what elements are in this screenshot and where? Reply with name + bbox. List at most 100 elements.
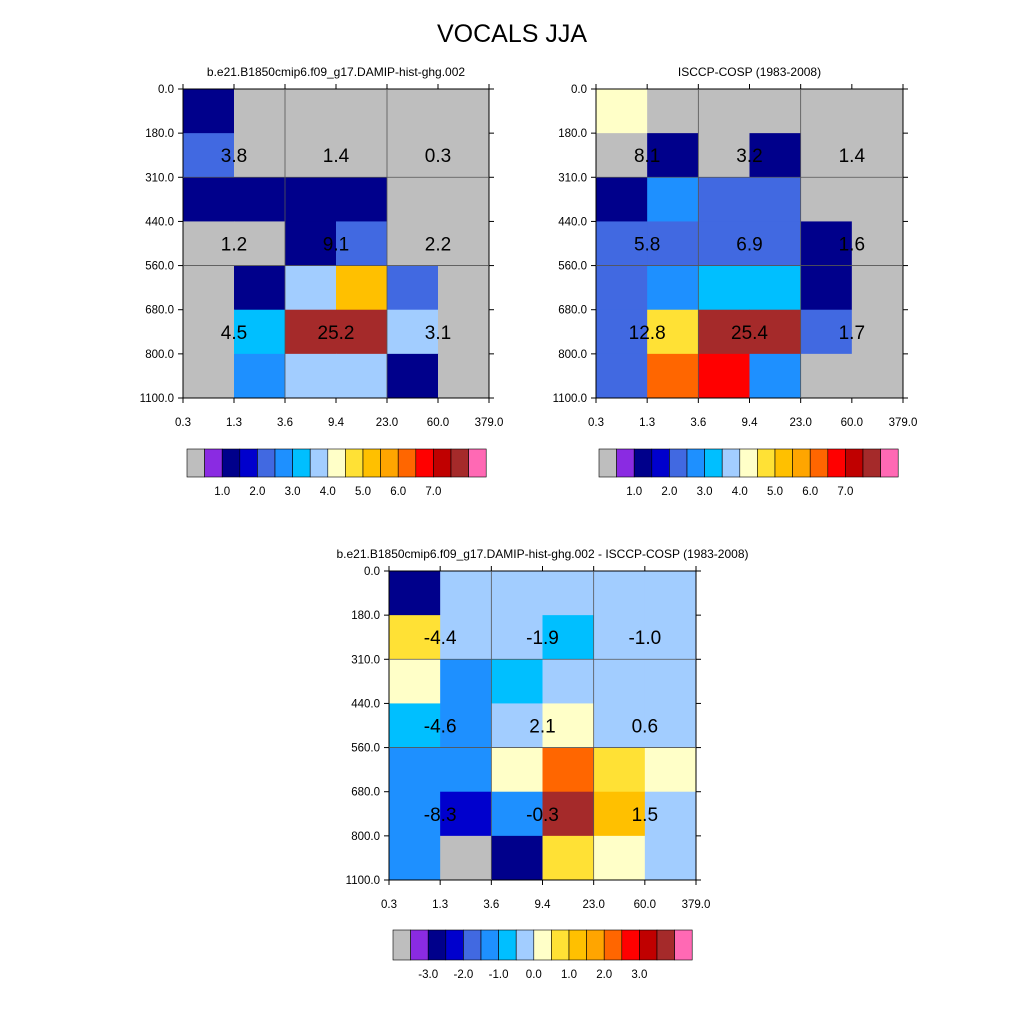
heatmap-cell	[644, 615, 697, 660]
heatmap-cell	[389, 747, 441, 793]
colorbar-swatch	[415, 448, 434, 478]
box-value-label: 9.1	[323, 235, 349, 256]
heatmap-cell	[593, 615, 646, 660]
heatmap-cell	[234, 353, 286, 399]
colorbar-swatch	[633, 448, 653, 478]
y-tick-label: 440.0	[351, 698, 380, 710]
heatmap-cell	[749, 221, 802, 267]
colorbar-swatch	[586, 929, 605, 961]
colorbar-tick-label: -2.0	[453, 969, 473, 981]
y-tick-label: 0.0	[364, 566, 380, 578]
heatmap-cell	[438, 353, 490, 399]
box-value-label: -8.3	[424, 805, 457, 826]
colorbar-tick-label: 6.0	[390, 486, 406, 498]
heatmap-cell	[647, 265, 699, 311]
colorbar-tick-label: 4.0	[320, 486, 336, 498]
x-tick-label: 379.0	[682, 899, 711, 911]
heatmap-cell	[491, 791, 543, 837]
heatmap-cell	[491, 703, 543, 749]
box-value-label: 2.2	[425, 235, 451, 256]
heatmap-cell	[644, 747, 697, 793]
heatmap-cell	[440, 747, 492, 793]
y-tick-label: 440.0	[558, 216, 587, 228]
heatmap-cell	[851, 265, 904, 311]
heatmap-cell	[438, 177, 490, 222]
x-tick-label: 379.0	[889, 417, 918, 429]
heatmap-cell	[698, 177, 750, 222]
colorbar-swatch	[845, 448, 864, 478]
heatmap-cell	[440, 659, 492, 704]
y-tick-label: 680.0	[558, 305, 587, 317]
colorbar-tick-label: 4.0	[732, 486, 748, 498]
heatmap-cell	[336, 89, 388, 134]
heatmap-cell	[285, 89, 337, 134]
colorbar-swatch	[827, 448, 846, 478]
heatmap-cell	[542, 791, 595, 837]
heatmap-cell	[542, 747, 595, 793]
colorbar-swatch	[880, 448, 899, 478]
colorbar-swatch	[809, 448, 829, 478]
heatmap-cell	[440, 703, 492, 749]
colorbar-swatch	[862, 448, 881, 478]
x-tick-label: 3.6	[483, 899, 499, 911]
y-tick-label: 310.0	[351, 654, 380, 666]
colorbar-tick-label: 2.0	[661, 486, 677, 498]
heatmap-cell	[542, 571, 595, 616]
heatmap-cell	[542, 615, 595, 660]
heatmap-cell	[491, 835, 543, 881]
colorbar-swatch	[274, 448, 293, 478]
colorbar-tick-label: 3.0	[631, 969, 647, 981]
colorbar-tick-label: 6.0	[802, 486, 818, 498]
colorbar-swatch	[792, 448, 811, 478]
heatmap-cell	[285, 221, 337, 267]
colorbar-swatch	[598, 448, 617, 478]
y-tick-label: 680.0	[351, 787, 380, 799]
heatmap-cell	[698, 133, 750, 178]
colorbar-tick-label: 5.0	[767, 486, 783, 498]
heatmap-cell	[800, 89, 853, 134]
heatmap-cell	[336, 177, 388, 222]
heatmap-cell	[851, 309, 904, 355]
y-tick-label: 0.0	[571, 84, 587, 96]
heatmap-cell	[698, 221, 750, 267]
x-tick-label: 23.0	[582, 899, 604, 911]
colorbar-tick-label: 0.0	[526, 969, 542, 981]
heatmap-cell	[800, 309, 853, 355]
colorbar-swatch	[380, 448, 399, 478]
heatmap-cell	[749, 133, 802, 178]
colorbar-swatch	[533, 929, 552, 961]
box-value-label: 1.5	[632, 805, 658, 826]
box-value-label: -0.3	[526, 805, 559, 826]
heatmap-cell	[542, 659, 595, 704]
heatmap-cell	[387, 89, 439, 134]
box-value-label: 25.2	[318, 323, 355, 344]
heatmap-cell	[698, 265, 750, 311]
box-value-label: 1.6	[839, 235, 865, 256]
colorbar-swatch	[674, 929, 693, 961]
box-value-label: 8.1	[634, 146, 660, 167]
heatmap-cell	[438, 265, 490, 311]
box-value-label: 3.8	[221, 146, 247, 167]
colorbar-swatch	[704, 448, 723, 478]
heatmap-cell	[596, 89, 648, 134]
colorbar-swatch	[327, 448, 346, 478]
heatmap-cell	[698, 89, 750, 134]
heatmap-cell	[389, 791, 441, 837]
heatmap-cell	[851, 177, 904, 222]
heatmap-cell	[851, 133, 904, 178]
x-tick-label: 379.0	[475, 417, 504, 429]
heatmap-cell	[749, 265, 802, 311]
heatmap-cell	[647, 133, 699, 178]
heatmap-cell	[183, 89, 235, 134]
box-value-label: -4.6	[424, 717, 457, 738]
heatmap-cell	[644, 835, 697, 881]
colorbar-swatch	[721, 448, 741, 478]
box-value-label: 4.5	[221, 323, 247, 344]
colorbar-swatch	[551, 929, 570, 961]
colorbar-swatch	[427, 929, 447, 961]
colorbar-swatch	[739, 448, 758, 478]
heatmap-cell	[800, 177, 853, 222]
panel-title: b.e21.B1850cmip6.f09_g17.DAMIP-hist-ghg.…	[207, 65, 465, 79]
colorbar-tick-label: 1.0	[214, 486, 230, 498]
